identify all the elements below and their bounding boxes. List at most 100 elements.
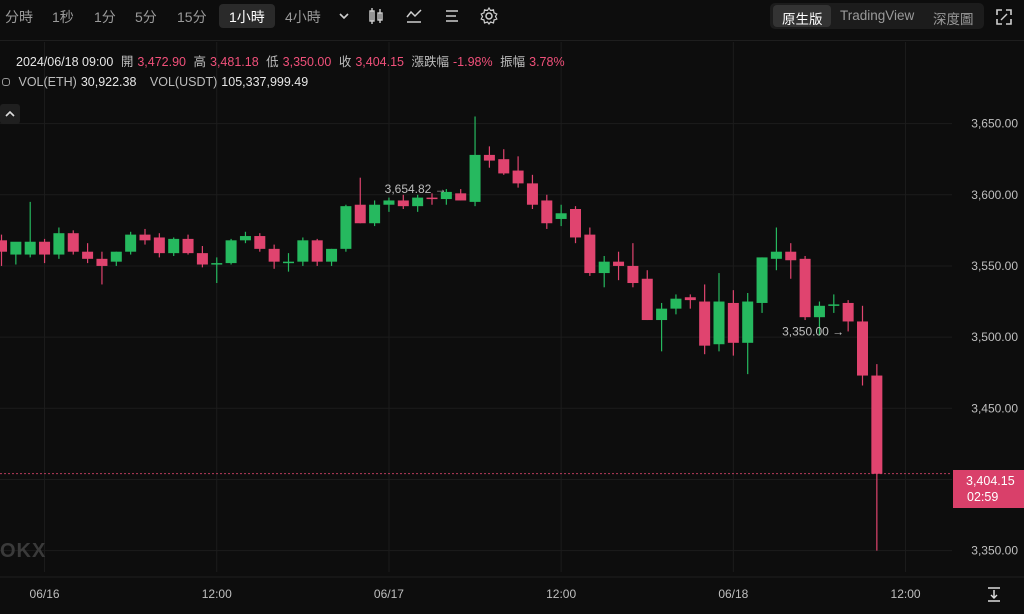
candle-body <box>383 200 395 205</box>
grid-lines <box>0 42 1024 578</box>
candle <box>297 237 309 266</box>
candle-body <box>24 241 36 255</box>
max-price-annotation: 3,654.82 → <box>385 182 447 196</box>
candle <box>182 234 194 255</box>
chevron-up-icon <box>5 110 15 117</box>
candle <box>311 238 323 266</box>
candle <box>857 305 868 386</box>
visibility-toggle-icon[interactable] <box>2 78 10 86</box>
x-axis-tick-label: 12:00 <box>546 587 576 601</box>
candlestick-type-icon[interactable] <box>366 6 386 26</box>
collapse-info-button[interactable] <box>0 104 20 124</box>
vol-usdt-value: 105,337,999.49 <box>221 75 309 89</box>
candle-body <box>512 170 524 184</box>
candle <box>10 241 22 265</box>
candle-body <box>10 241 22 255</box>
mode-tradingview[interactable]: TradingView <box>840 8 915 23</box>
candle-body <box>412 197 424 207</box>
candle-body <box>713 301 725 345</box>
change-value: -1.98% <box>453 55 493 69</box>
candle <box>96 251 108 285</box>
candle-body <box>53 233 65 255</box>
candle <box>799 255 811 321</box>
candle <box>699 284 711 355</box>
y-axis-tick-label: 3,650.00 <box>971 117 1018 131</box>
candle-body <box>196 253 208 265</box>
interval-15m[interactable]: 15分 <box>177 9 207 25</box>
candle-body <box>311 240 323 262</box>
candle-body <box>39 241 51 255</box>
interval-timeline[interactable]: 分時 <box>5 9 33 25</box>
candle-body <box>857 321 868 376</box>
candle <box>541 194 553 229</box>
candle <box>526 174 538 209</box>
candle <box>613 251 625 281</box>
low-value: 3,350.00 <box>282 55 332 69</box>
mode-depth[interactable]: 深度圖 <box>933 12 974 27</box>
interval-1s[interactable]: 1秒 <box>52 9 74 25</box>
candle-body <box>168 238 180 254</box>
candle-body <box>641 278 653 321</box>
candle-body <box>340 206 352 249</box>
active-mode-highlight <box>773 5 831 27</box>
fullscreen-icon[interactable] <box>994 7 1014 27</box>
candle <box>82 243 94 264</box>
y-axis-tick-label: 3,500.00 <box>971 330 1018 344</box>
candle-body <box>455 193 467 201</box>
candle <box>670 294 682 315</box>
y-axis-tick-label: 3,350.00 <box>971 544 1018 558</box>
x-axis-tick-label: 12:00 <box>202 587 232 601</box>
candle <box>483 146 495 168</box>
high-label: 高 <box>193 55 206 69</box>
candle-body <box>153 237 165 254</box>
candle-body <box>526 183 538 205</box>
candle-body <box>742 301 754 343</box>
candle <box>627 243 639 288</box>
open-value: 3,472.90 <box>137 55 186 69</box>
settings-gear-icon[interactable] <box>479 6 499 26</box>
candle-body <box>397 200 409 207</box>
candle-body <box>699 301 711 346</box>
candle <box>641 270 653 321</box>
candle-body <box>570 209 581 238</box>
chevron-down-icon[interactable] <box>334 6 354 26</box>
candle <box>512 156 524 188</box>
amplitude-value: 3.78% <box>529 55 565 69</box>
candle <box>283 253 294 272</box>
volume-info-row: VOL(ETH) 30,922.38 VOL(USDT) 105,337,999.4… <box>2 75 312 89</box>
candle-body <box>82 251 94 259</box>
candle-body <box>125 234 137 252</box>
candle <box>770 227 782 271</box>
candle-body <box>139 234 151 241</box>
candle-body <box>541 200 553 224</box>
candle <box>440 189 452 205</box>
candle <box>369 200 381 227</box>
candle-body <box>756 257 768 303</box>
candle-body <box>656 308 668 321</box>
candle-body <box>670 298 682 309</box>
candle <box>871 364 883 551</box>
interval-5m[interactable]: 5分 <box>135 9 157 25</box>
interval-1m[interactable]: 1分 <box>94 9 116 25</box>
indicator-icon[interactable] <box>404 6 424 26</box>
y-axis-tick-label: 3,600.00 <box>971 188 1018 202</box>
interval-1h[interactable]: 1小時 <box>229 9 265 25</box>
candle-body <box>268 248 280 262</box>
vol-eth-label: VOL(ETH) <box>18 75 77 89</box>
scroll-to-latest-icon[interactable] <box>984 584 1004 604</box>
min-price-annotation: 3,350.00 → <box>782 324 844 338</box>
candle <box>426 193 438 205</box>
candle-body <box>770 251 782 259</box>
close-label: 收 <box>338 55 352 69</box>
vol-eth-value: 30,922.38 <box>80 75 137 89</box>
candle <box>684 294 696 309</box>
candle-body <box>369 204 381 224</box>
interval-4h[interactable]: 4小時 <box>285 9 321 25</box>
drawing-tools-icon[interactable] <box>442 6 462 26</box>
high-value: 3,481.18 <box>210 55 259 69</box>
candle <box>570 206 581 244</box>
mode-native[interactable]: 原生版 <box>782 12 823 27</box>
candle-body <box>627 265 639 284</box>
toolbar-divider <box>0 40 1024 41</box>
